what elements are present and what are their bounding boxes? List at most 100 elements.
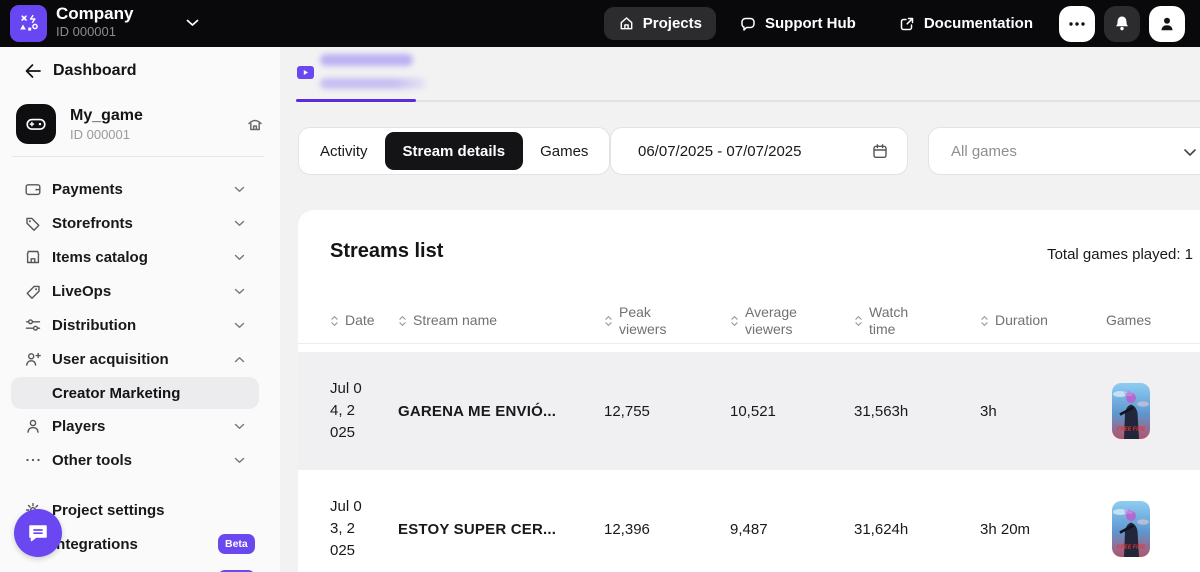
project-info: My_game ID 000001 <box>70 106 143 143</box>
sidebar-item-liveops[interactable]: LiveOps <box>0 274 280 308</box>
ellipsis-icon <box>1069 21 1085 26</box>
sort-icon <box>605 315 612 326</box>
chat-bubble-icon <box>741 17 755 31</box>
more-options-button[interactable] <box>1059 5 1095 42</box>
cell-date: Jul 04, 2025 <box>330 380 362 441</box>
chevron-down-icon <box>234 457 245 464</box>
back-to-dashboard[interactable]: Dashboard <box>24 62 137 80</box>
cell-date: Jul 03, 2025 <box>330 498 362 559</box>
documentation-button[interactable]: Documentation <box>894 7 1037 41</box>
table-row[interactable]: Jul 04, 2025 GARENA ME ENVIÓ... 12,755 1… <box>298 352 1200 470</box>
top-bar: Company ID 000001 Projects Support Hub D… <box>0 0 1200 47</box>
column-header-watch-time[interactable]: Watch time <box>854 304 980 338</box>
account-button[interactable] <box>1149 5 1185 42</box>
calendar-icon <box>871 142 889 160</box>
games-filter-select[interactable]: All games <box>928 127 1200 175</box>
company-info: Company ID 000001 <box>56 4 133 40</box>
external-link-icon <box>900 17 914 30</box>
arrow-left-icon <box>25 64 41 78</box>
person-icon <box>1161 17 1173 30</box>
column-header-average-viewers[interactable]: Average viewers <box>730 304 854 338</box>
total-games-played: Total games played: 1 <box>1047 246 1193 263</box>
cell-duration: 3h <box>980 402 997 420</box>
date-range-value: 06/07/2025 - 07/07/2025 <box>638 142 802 160</box>
cell-stream-name: ESTOY SUPER CER... <box>398 520 557 538</box>
sidebar-item-players[interactable]: Players <box>0 409 280 443</box>
chat-icon <box>29 525 47 542</box>
column-header-duration[interactable]: Duration <box>980 312 1106 329</box>
support-hub-button[interactable]: Support Hub <box>735 7 860 41</box>
date-range-picker[interactable]: 06/07/2025 - 07/07/2025 <box>610 127 908 175</box>
bell-icon <box>1116 16 1128 31</box>
tab-games[interactable]: Games <box>523 132 605 170</box>
column-header-peak-viewers[interactable]: Peak viewers <box>604 304 730 338</box>
svg-text:FREE FIRE: FREE FIRE <box>1117 427 1146 433</box>
sidebar-item-creator-marketing[interactable]: Creator Marketing <box>11 377 259 409</box>
storefront-icon <box>24 248 42 266</box>
cell-stream-name: GARENA ME ENVIÓ... <box>398 402 557 420</box>
back-label: Dashboard <box>53 62 137 79</box>
chevron-down-icon <box>234 220 245 227</box>
cell-average-viewers: 9,487 <box>730 520 768 538</box>
company-switcher-chevron-icon[interactable] <box>186 19 199 27</box>
sort-icon <box>981 315 988 326</box>
blurred-creator-subtitle <box>320 78 426 89</box>
sidebar-item-payments[interactable]: Payments <box>0 172 280 206</box>
column-header-stream-name[interactable]: Stream name <box>398 312 604 329</box>
chat-fab-button[interactable] <box>14 509 62 557</box>
project-id: ID 000001 <box>70 126 130 142</box>
project-name: My_game <box>70 106 143 124</box>
game-thumbnail-free-fire[interactable]: FREE FIRE <box>1112 501 1150 557</box>
sidebar-item-items-catalog[interactable]: Items catalog <box>0 240 280 274</box>
chevron-down-icon <box>234 322 245 329</box>
sidebar-item-clipped[interactable]: Beta <box>0 563 280 572</box>
user-plus-icon <box>24 350 42 368</box>
company-logo-icon <box>19 14 38 31</box>
chevron-up-icon <box>234 356 245 363</box>
sidebar-item-storefronts[interactable]: Storefronts <box>0 206 280 240</box>
sort-icon <box>855 315 862 326</box>
loyalty-tag-icon <box>24 282 42 300</box>
streams-list-title: Streams list <box>330 240 444 262</box>
youtube-icon <box>297 66 314 79</box>
cell-watch-time: 31,624h <box>854 520 909 538</box>
sidebar-divider <box>12 156 264 157</box>
column-header-games: Games <box>1106 312 1152 328</box>
cell-peak-viewers: 12,396 <box>604 520 650 538</box>
user-icon <box>24 417 42 435</box>
tab-activity[interactable]: Activity <box>303 132 385 170</box>
sort-icon <box>731 315 738 326</box>
table-row[interactable]: Jul 03, 2025 ESTOY SUPER CER... 12,396 9… <box>298 470 1200 572</box>
wallet-icon <box>24 180 42 198</box>
main-content: Activity Stream details Games 06/07/2025… <box>280 47 1200 572</box>
sidebar-item-user-acquisition[interactable]: User acquisition <box>0 342 280 376</box>
projects-button[interactable]: Projects <box>603 7 716 40</box>
streams-card: Streams list Total games played: 1 Date … <box>298 210 1200 572</box>
tab-stream-details[interactable]: Stream details <box>384 132 524 170</box>
sidebar: Dashboard My_game ID 000001 Payments Sto… <box>0 47 280 572</box>
cell-average-viewers: 10,521 <box>730 402 776 420</box>
chevron-down-icon <box>1183 148 1197 157</box>
cell-watch-time: 31,563h <box>854 402 909 420</box>
sidebar-item-integrations[interactable]: Integrations Beta <box>0 527 280 561</box>
project-row[interactable]: My_game ID 000001 <box>16 104 264 144</box>
notifications-button[interactable] <box>1104 5 1140 42</box>
chevron-down-icon <box>234 186 245 193</box>
view-tabs: Activity Stream details Games <box>298 127 611 175</box>
creator-tab-baseline <box>296 100 1200 102</box>
sidebar-item-distribution[interactable]: Distribution <box>0 308 280 342</box>
ellipsis-icon <box>24 451 42 469</box>
project-home-icon[interactable] <box>246 115 264 133</box>
projects-home-icon <box>620 17 633 30</box>
cell-peak-viewers: 12,755 <box>604 402 650 420</box>
beta-badge: Beta <box>218 534 255 554</box>
top-nav: Projects Support Hub Documentation <box>603 0 1185 47</box>
blurred-creator-name <box>320 54 413 66</box>
company-logo[interactable] <box>10 5 47 42</box>
creator-tab-active-indicator <box>296 99 416 102</box>
beta-badge-clipped: Beta <box>218 570 255 572</box>
sidebar-item-other-tools[interactable]: Other tools <box>0 443 280 477</box>
column-header-date[interactable]: Date <box>330 312 398 329</box>
game-thumbnail-free-fire[interactable]: FREE FIRE <box>1112 383 1150 439</box>
company-id: ID 000001 <box>56 24 116 39</box>
